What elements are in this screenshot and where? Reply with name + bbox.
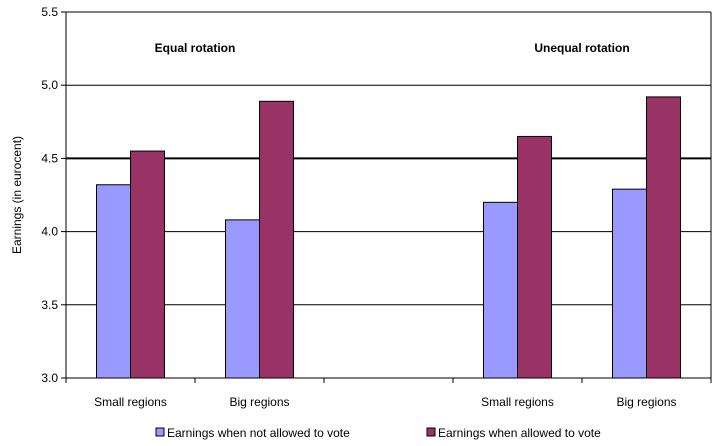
bar	[96, 184, 131, 379]
bar	[646, 96, 681, 379]
x-tick-labels: Small regions Big regions Small regions Big…	[65, 378, 712, 409]
y-tick-labels: 3.0 3.5 4.0 4.5 5.0 5.5	[41, 5, 66, 385]
x-tick-label: Big regions	[616, 395, 676, 409]
bars	[96, 96, 681, 379]
gridlines	[66, 11, 711, 306]
y-tick-label: 4.0	[41, 225, 58, 239]
x-tick-label: Small regions	[481, 395, 554, 409]
bar	[259, 100, 294, 379]
axes	[65, 12, 712, 379]
y-tick-label: 3.5	[41, 298, 58, 312]
legend-label: Earnings when not allowed to vote	[167, 426, 350, 440]
y-axis-label: Earnings (in eurocent)	[10, 136, 24, 254]
bar	[483, 201, 518, 379]
bar	[517, 135, 552, 379]
y-tick-label: 4.5	[41, 151, 58, 165]
y-tick-label: 5.5	[41, 5, 58, 19]
x-tick-label: Small regions	[94, 395, 167, 409]
bar	[130, 150, 165, 379]
legend-label: Earnings when allowed to vote	[438, 426, 601, 440]
y-tick-label: 5.0	[41, 78, 58, 92]
y-tick-label: 3.0	[41, 371, 58, 385]
legend-swatch	[155, 427, 165, 437]
group-label: Unequal rotation	[534, 41, 629, 55]
group-annotations: Equal rotation Unequal rotation	[155, 41, 630, 55]
group-label: Equal rotation	[155, 41, 236, 55]
legend: Earnings when not allowed to vote Earning…	[155, 426, 601, 440]
bar	[612, 188, 647, 379]
legend-swatch	[426, 427, 436, 437]
bar	[225, 219, 260, 379]
x-tick-label: Big regions	[229, 395, 289, 409]
